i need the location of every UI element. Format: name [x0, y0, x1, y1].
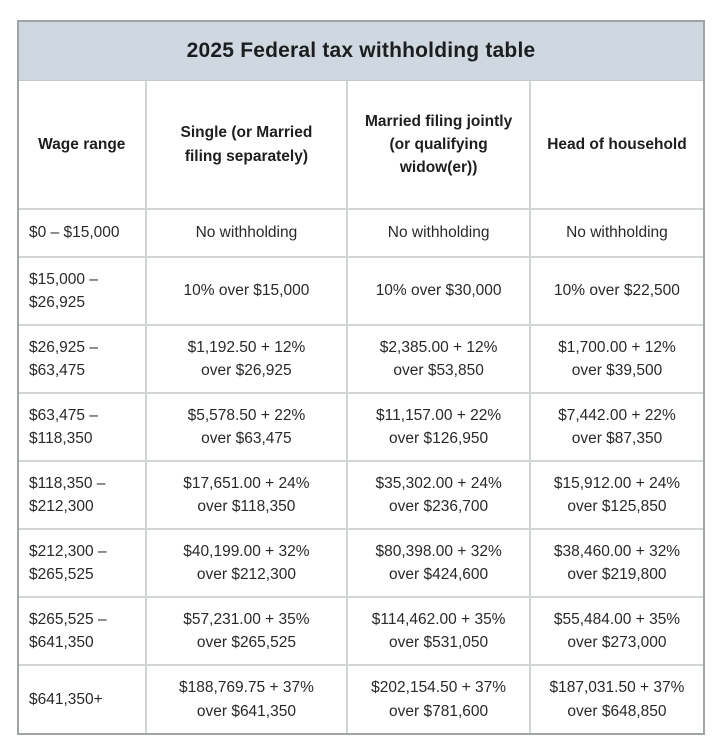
- married-jointly-withholding-cell: $2,385.00 + 12% over $53,850: [346, 324, 531, 394]
- married-jointly-withholding-cell: $11,157.00 + 22% over $126,950: [346, 392, 531, 462]
- wage-range-cell: $265,525 – $641,350: [18, 596, 147, 666]
- table-row: $212,300 – $265,525 $40,199.00 + 32% over…: [18, 528, 705, 598]
- table-row: $15,000 – $26,925 10% over $15,000 10% ove…: [18, 256, 705, 326]
- head-of-household-withholding-cell: $187,031.50 + 37% over $648,850: [528, 664, 705, 734]
- single-withholding-cell: $1,192.50 + 12% over $26,925: [144, 324, 349, 394]
- head-of-household-withholding-cell: No withholding: [528, 208, 705, 258]
- single-withholding-cell: 10% over $15,000: [144, 256, 349, 326]
- wage-range-cell: $118,350 – $212,300: [18, 460, 147, 530]
- wage-range-cell: $63,475 – $118,350: [18, 392, 147, 462]
- head-of-household-withholding-cell: $7,442.00 + 22% over $87,350: [528, 392, 705, 462]
- single-withholding-cell: $17,651.00 + 24% over $118,350: [144, 460, 349, 530]
- married-jointly-withholding-cell: 10% over $30,000: [346, 256, 531, 326]
- married-jointly-withholding-cell: $202,154.50 + 37% over $781,600: [346, 664, 531, 734]
- header-wage-range: Wage range: [18, 80, 147, 210]
- head-of-household-withholding-cell: $15,912.00 + 24% over $125,850: [528, 460, 705, 530]
- single-withholding-cell: $5,578.50 + 22% over $63,475: [144, 392, 349, 462]
- single-withholding-cell: $57,231.00 + 35% over $265,525: [144, 596, 349, 666]
- head-of-household-withholding-cell: $38,460.00 + 32% over $219,800: [528, 528, 705, 598]
- wage-range-cell: $0 – $15,000: [18, 208, 147, 258]
- married-jointly-withholding-cell: No withholding: [346, 208, 531, 258]
- withholding-table: Wage range Single (or Married filing sep…: [18, 80, 705, 734]
- single-withholding-cell: $188,769.75 + 37% over $641,350: [144, 664, 349, 734]
- wage-range-cell: $641,350+: [18, 664, 147, 734]
- wage-range-cell: $15,000 – $26,925: [18, 256, 147, 326]
- tax-withholding-card: 2025 Federal tax withholding table Wage …: [17, 20, 705, 735]
- table-header: Wage range Single (or Married filing sep…: [18, 80, 705, 210]
- head-of-household-withholding-cell: 10% over $22,500: [528, 256, 705, 326]
- head-of-household-withholding-cell: $55,484.00 + 35% over $273,000: [528, 596, 705, 666]
- married-jointly-withholding-cell: $80,398.00 + 32% over $424,600: [346, 528, 531, 598]
- table-row: $641,350+ $188,769.75 + 37% over $641,350…: [18, 664, 705, 734]
- table-body: $0 – $15,000 No withholding No withholding…: [18, 208, 705, 734]
- header-head-of-household: Head of household: [528, 80, 705, 210]
- married-jointly-withholding-cell: $114,462.00 + 35% over $531,050: [346, 596, 531, 666]
- married-jointly-withholding-cell: $35,302.00 + 24% over $236,700: [346, 460, 531, 530]
- header-single-or-married-separately: Single (or Married filing separately): [144, 80, 349, 210]
- single-withholding-cell: $40,199.00 + 32% over $212,300: [144, 528, 349, 598]
- single-withholding-cell: No withholding: [144, 208, 349, 258]
- table-row: $63,475 – $118,350 $5,578.50 + 22% over $…: [18, 392, 705, 462]
- header-married-filing-jointly: Married filing jointly (or qualifying wi…: [346, 80, 531, 210]
- wage-range-cell: $212,300 – $265,525: [18, 528, 147, 598]
- table-row: $0 – $15,000 No withholding No withholding…: [18, 208, 705, 258]
- table-title: 2025 Federal tax withholding table: [19, 22, 703, 81]
- table-row: $26,925 – $63,475 $1,192.50 + 12% over $2…: [18, 324, 705, 394]
- table-row: $118,350 – $212,300 $17,651.00 + 24% over…: [18, 460, 705, 530]
- head-of-household-withholding-cell: $1,700.00 + 12% over $39,500: [528, 324, 705, 394]
- table-row: $265,525 – $641,350 $57,231.00 + 35% over…: [18, 596, 705, 666]
- header-row: Wage range Single (or Married filing sep…: [18, 80, 705, 210]
- wage-range-cell: $26,925 – $63,475: [18, 324, 147, 394]
